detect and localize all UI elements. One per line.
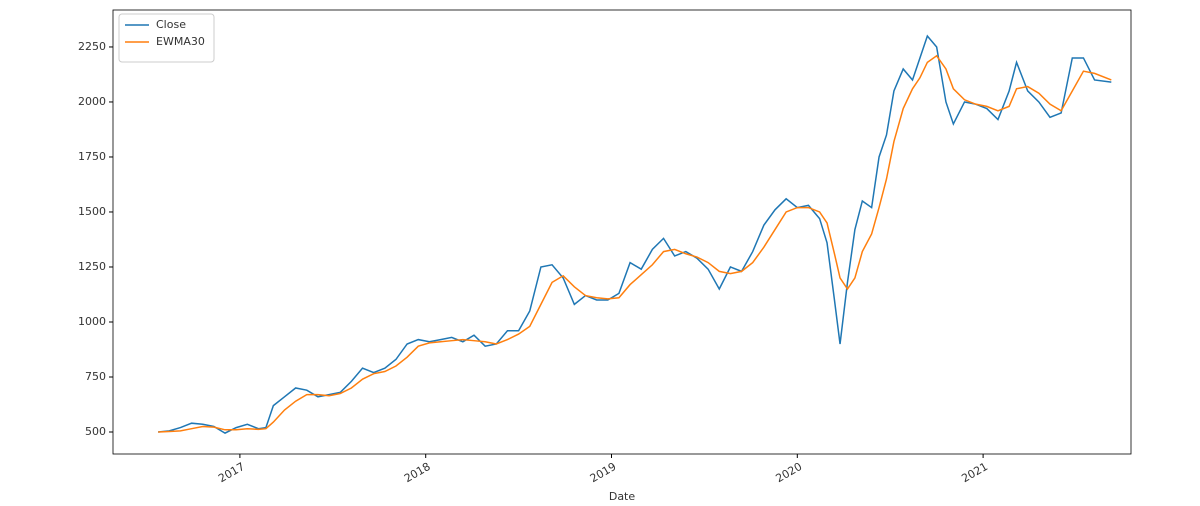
legend-label: Close xyxy=(156,18,186,31)
x-tick-label: 2020 xyxy=(774,460,805,485)
legend-label: EWMA30 xyxy=(156,35,205,48)
y-tick-label: 1500 xyxy=(78,205,106,218)
y-tick-label: 1000 xyxy=(78,315,106,328)
y-tick-label: 1750 xyxy=(78,150,106,163)
series-line xyxy=(158,34,1112,434)
series-line xyxy=(158,54,1112,433)
y-tick-label: 2250 xyxy=(78,40,106,53)
y-tick-label: 750 xyxy=(85,370,106,383)
x-tick-label: 2018 xyxy=(402,460,433,485)
x-tick-label: 2021 xyxy=(959,460,990,485)
y-tick-label: 1250 xyxy=(78,260,106,273)
y-tick-label: 500 xyxy=(85,425,106,438)
plot-frame xyxy=(112,9,1132,455)
x-tick-label: 2019 xyxy=(588,460,619,485)
x-axis-label: Date xyxy=(609,490,636,503)
y-tick-label: 2000 xyxy=(78,95,106,108)
x-tick-label: 2017 xyxy=(216,460,247,485)
legend-box xyxy=(118,13,215,63)
